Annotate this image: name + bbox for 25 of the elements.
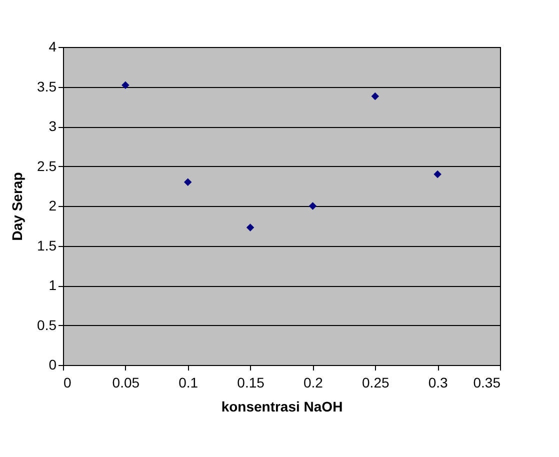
- x-axis-title: konsentrasi NaOH: [221, 398, 343, 414]
- x-tick-label: 0.25: [362, 374, 390, 390]
- y-tick-label: 3: [48, 118, 57, 134]
- point: [246, 224, 254, 232]
- y-tick-label: 1: [48, 277, 57, 293]
- x-tick-label: 0: [64, 374, 72, 390]
- point: [184, 178, 192, 186]
- y-tick-label: 2.5: [37, 158, 57, 174]
- y-tick-label: 0: [48, 356, 57, 372]
- x-tick-label: 0.2: [303, 374, 324, 390]
- y-tick-label: 4: [48, 38, 57, 54]
- point: [371, 92, 380, 100]
- x-tick-label: 0.35: [473, 374, 501, 390]
- x-tick-label: 0.05: [112, 374, 140, 390]
- x-tick-label: 0.3: [428, 374, 448, 390]
- x-tick-label: 0.1: [178, 374, 198, 390]
- y-tick-label: 2: [48, 198, 57, 214]
- y-tick-label: 3.5: [37, 78, 57, 94]
- x-tick-label: 0.15: [237, 374, 265, 390]
- y-axis-title: Day Serap: [9, 172, 26, 241]
- y-tick-label: 1.5: [37, 237, 57, 254]
- point: [122, 81, 130, 90]
- point: [308, 202, 317, 210]
- y-tick-label: 0.5: [37, 316, 57, 333]
- point: [434, 170, 442, 178]
